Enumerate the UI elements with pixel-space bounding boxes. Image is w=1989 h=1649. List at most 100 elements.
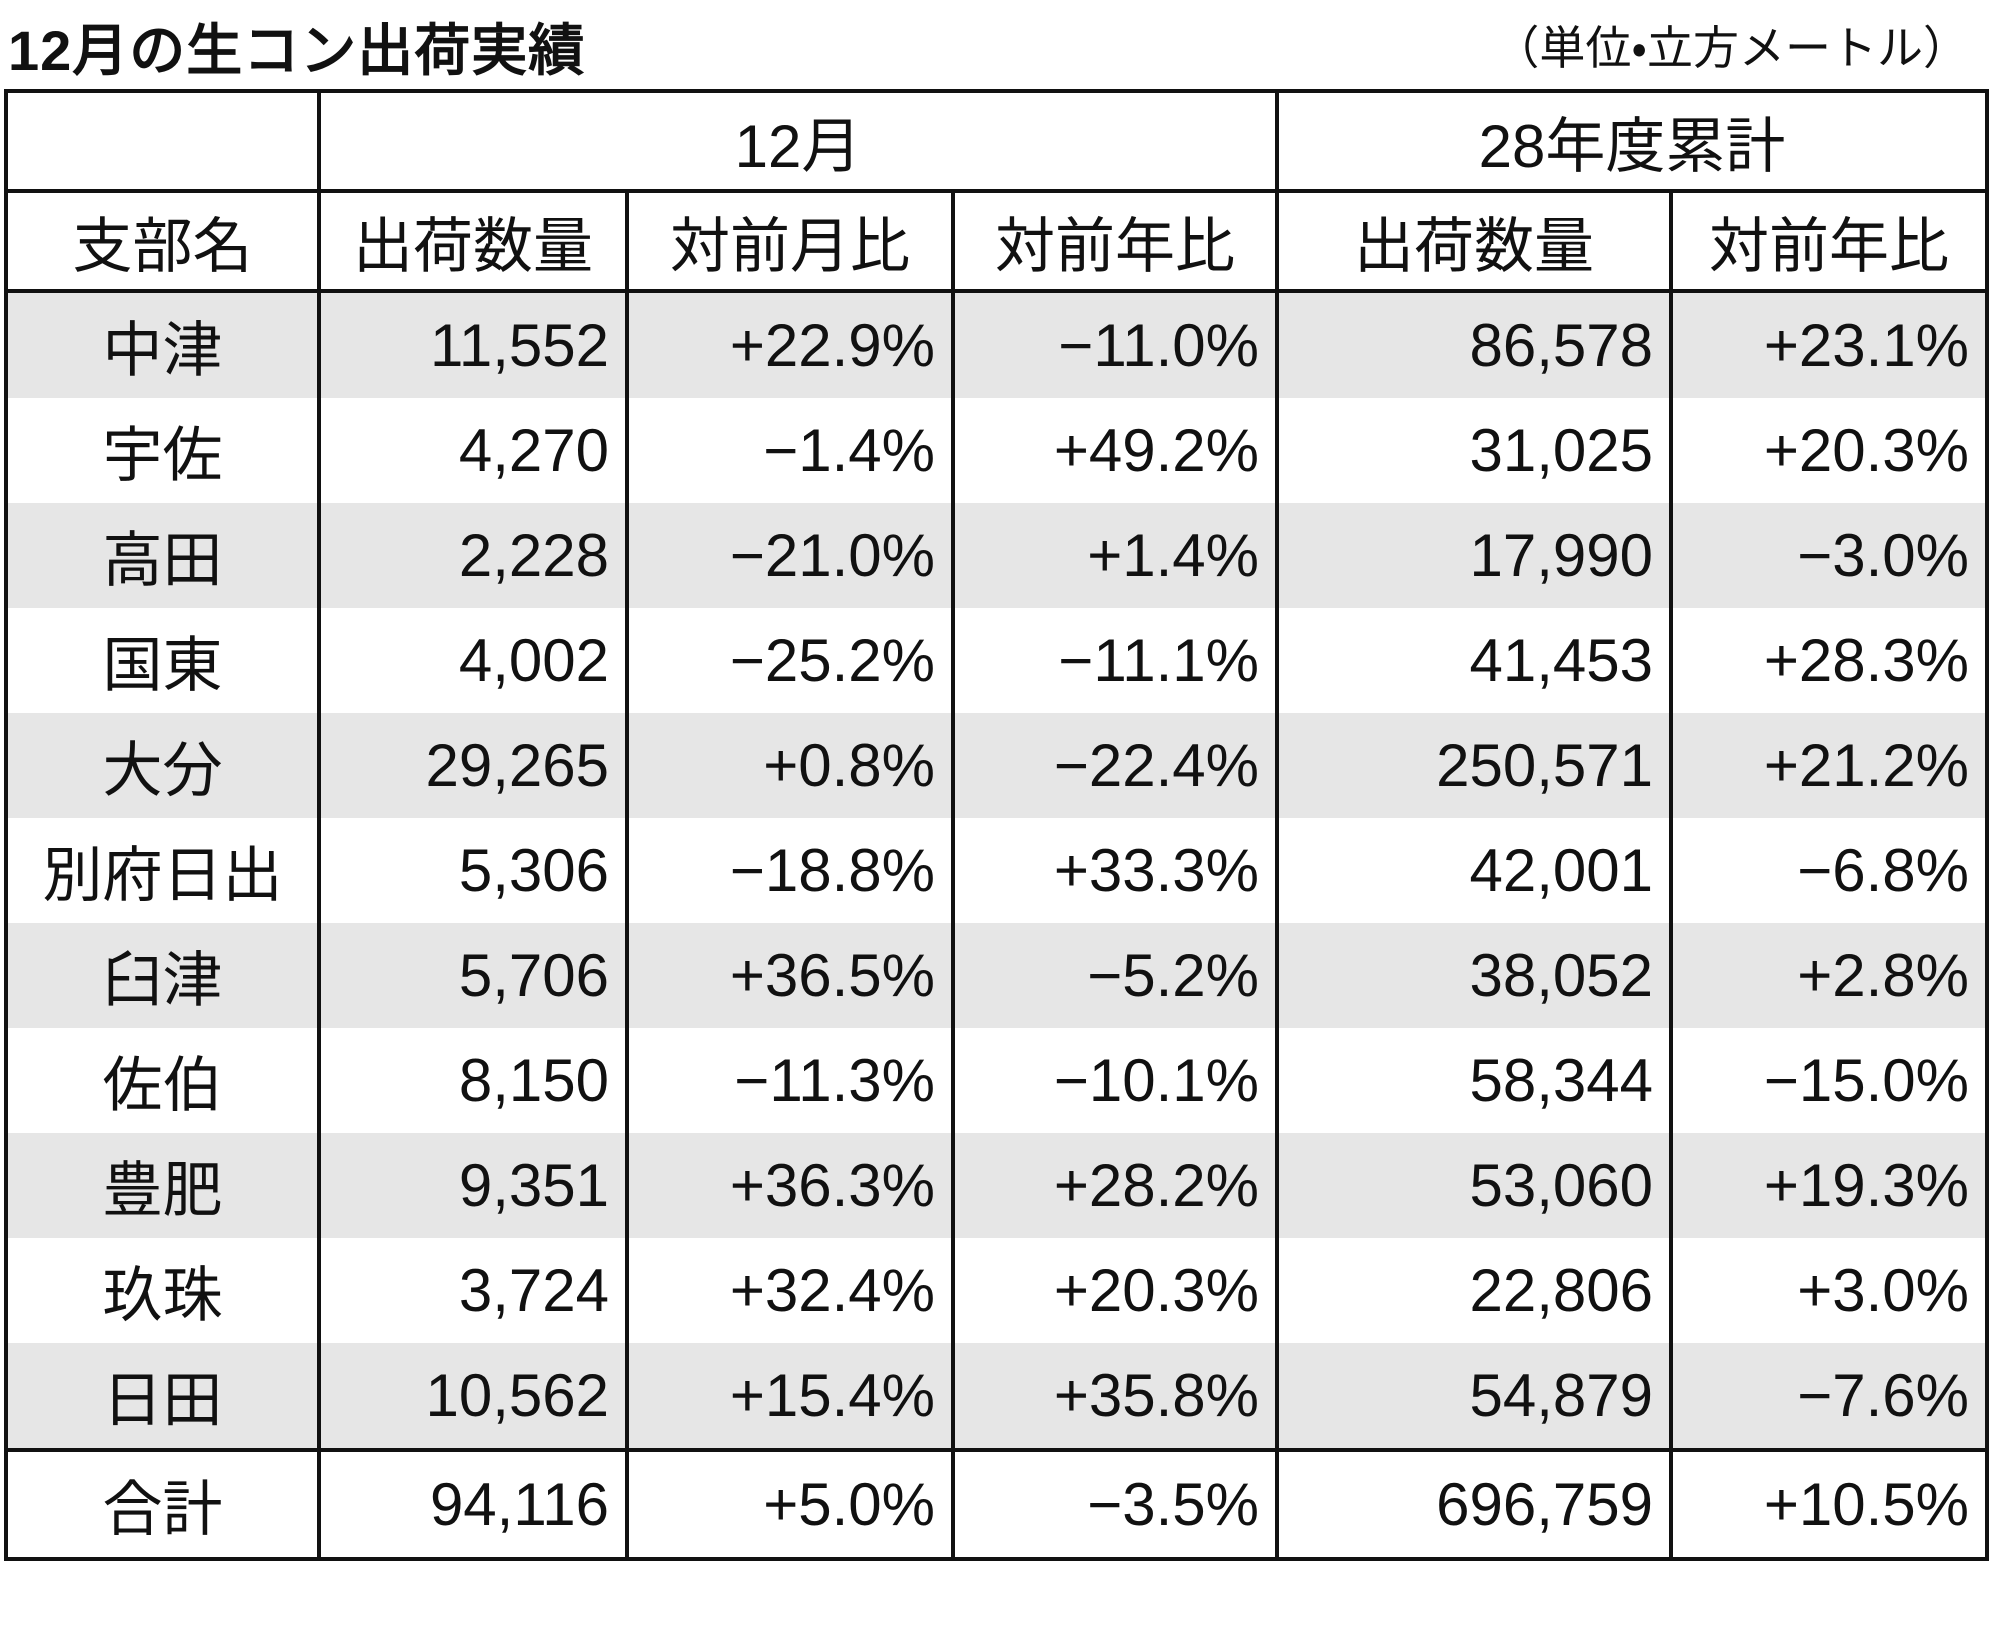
cell: 宇佐 [4,398,321,503]
cell: −21.0% [625,503,955,608]
cell: 53,060 [1275,1133,1673,1238]
cell: 11,552 [317,291,629,398]
group-header: 12月 [317,89,1279,193]
column-header: 対前年比 [1669,189,1989,293]
table-body: 12月 28年度累計 支部名 出荷数量 対前月比 対前年比 出荷数量 対前年比 中津 11,5… [4,89,1989,1561]
cell: +22.9% [625,291,955,398]
cell: +36.5% [625,923,955,1028]
cell: −15.0% [1669,1028,1989,1133]
cell: 日田 [4,1343,321,1450]
cell: +28.2% [951,1133,1279,1238]
total-cell: −3.5% [951,1448,1279,1561]
cell: 5,706 [317,923,629,1028]
cell: 58,344 [1275,1028,1673,1133]
cell: 54,879 [1275,1343,1673,1450]
cell: 別府日出 [4,818,321,923]
data-row: 佐伯 8,150 −11.3% −10.1% 58,344 −15.0% [4,1028,1989,1133]
column-header: 対前年比 [951,189,1279,293]
data-row: 大分 29,265 +0.8% −22.4% 250,571 +21.2% [4,713,1989,818]
total-cell: 合計 [4,1448,321,1561]
cell: +0.8% [625,713,955,818]
cell: +28.3% [1669,608,1989,713]
total-cell: +10.5% [1669,1448,1989,1561]
column-header: 支部名 [4,189,321,293]
cell: +3.0% [1669,1238,1989,1343]
cell: 9,351 [317,1133,629,1238]
cell: +33.3% [951,818,1279,923]
cell: 4,270 [317,398,629,503]
group-header-row: 12月 28年度累計 [4,89,1989,193]
cell: −25.2% [625,608,955,713]
group-header: 28年度累計 [1275,89,1989,193]
cell: −10.1% [951,1028,1279,1133]
cell: 豊肥 [4,1133,321,1238]
data-row: 高田 2,228 −21.0% +1.4% 17,990 −3.0% [4,503,1989,608]
cell: 佐伯 [4,1028,321,1133]
cell: −22.4% [951,713,1279,818]
cell: −11.3% [625,1028,955,1133]
data-row: 玖珠 3,724 +32.4% +20.3% 22,806 +3.0% [4,1238,1989,1343]
column-header: 出荷数量 [317,189,629,293]
data-row: 別府日出 5,306 −18.8% +33.3% 42,001 −6.8% [4,818,1989,923]
cell: −1.4% [625,398,955,503]
cell: −18.8% [625,818,955,923]
cell: −7.6% [1669,1343,1989,1450]
cell: +21.2% [1669,713,1989,818]
cell: +32.4% [625,1238,955,1343]
cell: 86,578 [1275,291,1673,398]
cell: 中津 [4,291,321,398]
cell: +20.3% [1669,398,1989,503]
cell: −11.1% [951,608,1279,713]
cell: 10,562 [317,1343,629,1450]
data-row: 臼津 5,706 +36.5% −5.2% 38,052 +2.8% [4,923,1989,1028]
column-header: 対前月比 [625,189,955,293]
total-cell: 696,759 [1275,1448,1673,1561]
cell: 22,806 [1275,1238,1673,1343]
cell: +36.3% [625,1133,955,1238]
cell: +23.1% [1669,291,1989,398]
cell: −5.2% [951,923,1279,1028]
column-header-row: 支部名 出荷数量 対前月比 対前年比 出荷数量 対前年比 [4,189,1989,293]
cell: 3,724 [317,1238,629,1343]
cell: 38,052 [1275,923,1673,1028]
cell: +2.8% [1669,923,1989,1028]
total-cell: 94,116 [317,1448,629,1561]
cell: −6.8% [1669,818,1989,923]
cell: +49.2% [951,398,1279,503]
cell: 17,990 [1275,503,1673,608]
cell: 8,150 [317,1028,629,1133]
cell: 国東 [4,608,321,713]
cell: 高田 [4,503,321,608]
shipment-table: 12月 28年度累計 支部名 出荷数量 対前月比 対前年比 出荷数量 対前年比 中津 11,5… [4,89,1989,1561]
cell: +35.8% [951,1343,1279,1450]
cell: 大分 [4,713,321,818]
cell: 250,571 [1275,713,1673,818]
corner-cell [4,89,321,193]
data-row: 豊肥 9,351 +36.3% +28.2% 53,060 +19.3% [4,1133,1989,1238]
cell: +19.3% [1669,1133,1989,1238]
cell: 臼津 [4,923,321,1028]
data-row: 日田 10,562 +15.4% +35.8% 54,879 −7.6% [4,1343,1989,1450]
cell: −11.0% [951,291,1279,398]
cell: 2,228 [317,503,629,608]
data-row: 中津 11,552 +22.9% −11.0% 86,578 +23.1% [4,291,1989,398]
cell: 41,453 [1275,608,1673,713]
data-row: 宇佐 4,270 −1.4% +49.2% 31,025 +20.3% [4,398,1989,503]
cell: 31,025 [1275,398,1673,503]
total-cell: +5.0% [625,1448,955,1561]
cell: 42,001 [1275,818,1673,923]
cell: 5,306 [317,818,629,923]
cell: +15.4% [625,1343,955,1450]
total-row: 合計 94,116 +5.0% −3.5% 696,759 +10.5% [4,1448,1989,1561]
title: 12月の生コン出荷実績 [8,19,586,82]
cell: 4,002 [317,608,629,713]
data-row: 国東 4,002 −25.2% −11.1% 41,453 +28.3% [4,608,1989,713]
cell: 29,265 [317,713,629,818]
cell: 玖珠 [4,1238,321,1343]
unit-note: （単位・立方メートル） [1493,22,1969,74]
cell: +1.4% [951,503,1279,608]
column-header: 出荷数量 [1275,189,1673,293]
cell: −3.0% [1669,503,1989,608]
